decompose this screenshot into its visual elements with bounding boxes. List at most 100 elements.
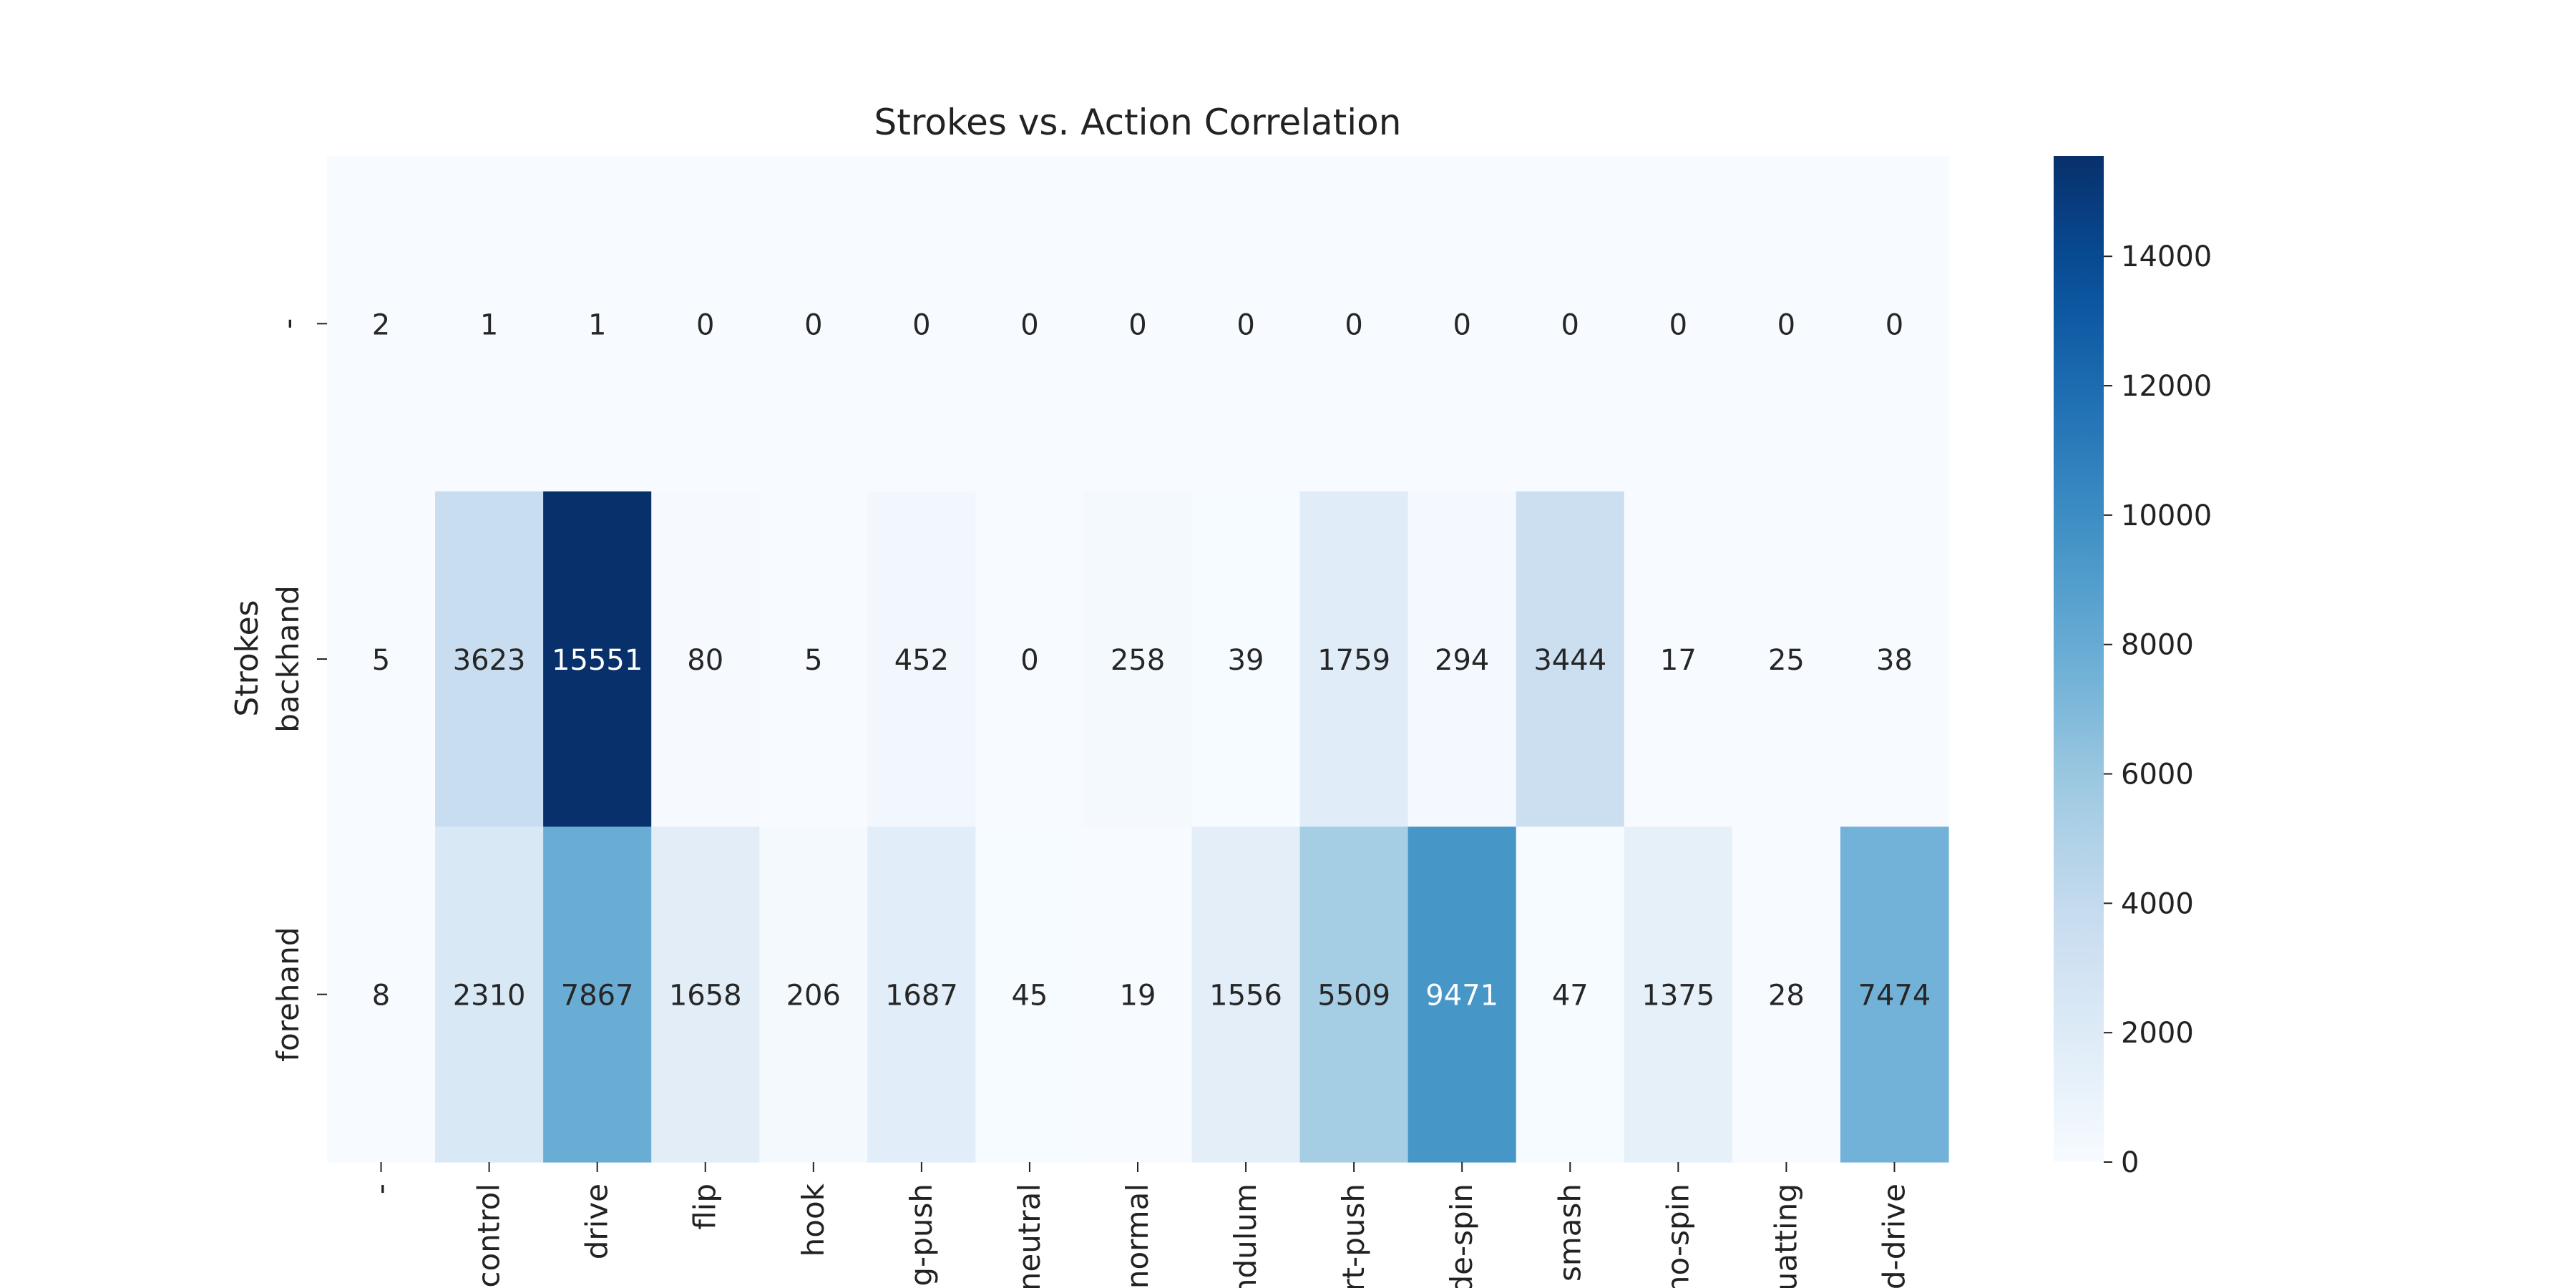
heatmap-cell <box>435 826 544 1163</box>
colorbar-tick-label: 4000 <box>2121 887 2194 920</box>
heatmap-cell <box>759 156 868 492</box>
cell-value-label: 19 <box>1120 980 1156 1013</box>
heatmap-cell <box>1624 491 1733 827</box>
y-axis-label: Strokes <box>229 600 265 716</box>
y-tick-label: - <box>270 318 306 329</box>
cell-value-label: 1375 <box>1641 980 1714 1013</box>
cell-value-label: 0 <box>696 308 714 341</box>
heatmap-cell <box>1624 156 1733 492</box>
heatmap-cell <box>975 491 1085 827</box>
heatmap-cell <box>1083 826 1193 1163</box>
x-tick-label: control <box>472 1184 507 1288</box>
cell-value-label: 1 <box>480 308 498 341</box>
heatmap-cell <box>543 491 652 827</box>
chart-title: Strokes vs. Action Correlation <box>874 102 1402 143</box>
cell-value-label: 0 <box>1128 308 1146 341</box>
cell-value-label: 0 <box>912 308 930 341</box>
heatmap-cell <box>1840 491 1949 827</box>
cell-value-label: 206 <box>786 980 841 1013</box>
heatmap-cell <box>1191 491 1301 827</box>
x-tick-label: flip <box>688 1184 723 1230</box>
heatmap-cell <box>1407 826 1517 1163</box>
cell-value-label: 1 <box>588 308 606 341</box>
cell-value-label: 452 <box>894 644 949 677</box>
heatmap-cell <box>867 491 976 827</box>
x-tick-label: normal <box>1120 1184 1155 1288</box>
heatmap-cell <box>1516 826 1625 1163</box>
colorbar-tick-label: 6000 <box>2121 758 2194 791</box>
heatmap-cell <box>543 156 652 492</box>
cell-value-label: 28 <box>1768 980 1805 1013</box>
colorbar-gradient <box>2054 156 2104 1162</box>
cell-value-label: 3444 <box>1533 644 1606 677</box>
heatmap-cell-labels: 2 1 1 0 0 0 0 0 0 0 0 0 0 0 05 3623 15551 80 5 452 0 258 39 175… <box>372 308 1931 1012</box>
cell-value-label: 5509 <box>1317 980 1390 1013</box>
cell-value-label: 0 <box>1020 644 1038 677</box>
x-tick-label: ort-push <box>1336 1184 1371 1288</box>
heatmap-cell <box>651 491 760 827</box>
heatmap-cell <box>1407 156 1517 492</box>
heatmap-cell <box>1840 156 1949 492</box>
x-tick-label: neutral <box>1012 1184 1047 1288</box>
heatmap-cell <box>1191 826 1301 1163</box>
heatmap-cell <box>327 826 436 1163</box>
cell-value-label: 3623 <box>453 644 526 677</box>
cell-value-label: 7867 <box>561 980 634 1013</box>
cell-value-label: 80 <box>687 644 723 677</box>
cell-value-label: 1759 <box>1317 644 1390 677</box>
cell-value-label: 38 <box>1876 644 1913 677</box>
y-tick-label: forehand <box>270 927 306 1062</box>
colorbar-tick-label: 12000 <box>2121 370 2212 403</box>
cell-value-label: 0 <box>1669 308 1687 341</box>
cell-value-label: 2 <box>372 308 390 341</box>
heatmap-cell <box>651 826 760 1163</box>
cell-value-label: 15551 <box>552 644 643 677</box>
colorbar: 0 2000 4000 6000 8000 10000 12000 14000 <box>2054 156 2212 1179</box>
cell-value-label: 5 <box>372 644 390 677</box>
heatmap-cells <box>327 156 1949 1163</box>
cell-value-label: 0 <box>1345 308 1362 341</box>
heatmap-cell <box>435 491 544 827</box>
heatmap-cell <box>1732 491 1841 827</box>
x-tick-label: - <box>364 1184 399 1194</box>
colorbar-tick-label: 0 <box>2121 1146 2139 1179</box>
cell-value-label: 7474 <box>1858 980 1931 1013</box>
heatmap-cell <box>975 826 1085 1163</box>
heatmap-cell <box>1299 156 1409 492</box>
heatmap-cell <box>867 826 976 1163</box>
heatmap-cell <box>1840 826 1949 1163</box>
cell-value-label: 1658 <box>669 980 742 1013</box>
heatmap-cell <box>759 826 868 1163</box>
cell-value-label: 47 <box>1552 980 1589 1013</box>
cell-value-label: 0 <box>1020 308 1038 341</box>
cell-value-label: 25 <box>1768 644 1805 677</box>
x-tick-label: hook <box>796 1183 831 1257</box>
x-tick-label: side-spin <box>1444 1184 1479 1288</box>
x-axis-ticks: - control drive flip hook ong-push neutral norm… <box>364 1162 1911 1288</box>
heatmap-cell <box>1732 826 1841 1163</box>
heatmap-cell <box>651 156 760 492</box>
heatmap-cell <box>867 156 976 492</box>
cell-value-label: 258 <box>1111 644 1165 677</box>
colorbar-tick-label: 2000 <box>2121 1017 2194 1050</box>
colorbar-tick-label: 8000 <box>2121 629 2194 662</box>
heatmap-cell <box>1407 491 1517 827</box>
cell-value-label: 17 <box>1660 644 1697 677</box>
x-tick-label: smash <box>1552 1184 1587 1282</box>
heatmap-cell <box>975 156 1085 492</box>
heatmap-cell <box>1299 491 1409 827</box>
cell-value-label: 0 <box>1777 308 1795 341</box>
x-tick-label: endulum <box>1228 1184 1263 1288</box>
heatmap-cell <box>327 491 436 827</box>
heatmap-cell <box>759 491 868 827</box>
heatmap-cell <box>1516 491 1625 827</box>
heatmap-cell <box>1732 156 1841 492</box>
cell-value-label: 0 <box>1236 308 1254 341</box>
heatmap-cell <box>327 156 436 492</box>
cell-value-label: 1687 <box>885 980 958 1013</box>
colorbar-tick-label: 14000 <box>2121 240 2212 273</box>
cell-value-label: 0 <box>1453 308 1470 341</box>
cell-value-label: 294 <box>1435 644 1489 677</box>
cell-value-label: 5 <box>804 644 822 677</box>
